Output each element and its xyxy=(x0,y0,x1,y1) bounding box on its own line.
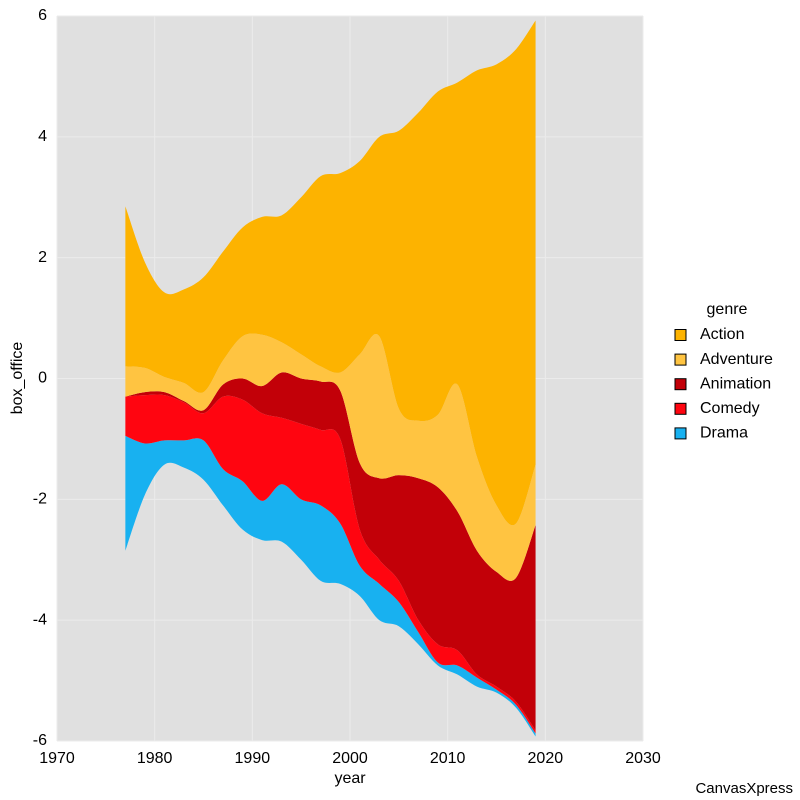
legend-swatch xyxy=(674,329,687,341)
x-tick-label: 2030 xyxy=(625,750,661,767)
legend-label: Animation xyxy=(700,375,771,392)
x-tick-label: 2000 xyxy=(332,750,368,767)
stream-area xyxy=(125,20,536,526)
y-axis-label: box_office xyxy=(9,342,26,415)
y-tick-label: -2 xyxy=(33,491,47,508)
stream-area xyxy=(125,435,536,737)
stream-area xyxy=(125,372,536,731)
x-tick-label: 1990 xyxy=(235,750,271,767)
x-tick-label: 1970 xyxy=(39,750,75,767)
y-tick-label: 2 xyxy=(38,249,47,266)
legend-title: genre xyxy=(707,301,748,318)
x-tick-label: 2010 xyxy=(430,750,466,767)
legend-swatch xyxy=(674,427,687,440)
legend-label: Adventure xyxy=(700,351,773,368)
stream-area xyxy=(125,394,536,734)
x-tick-label: 1980 xyxy=(137,750,173,767)
stream-area xyxy=(125,333,536,581)
y-tick-label: -6 xyxy=(33,732,47,749)
legend-swatch xyxy=(674,353,687,366)
y-tick-label: 0 xyxy=(38,370,47,387)
y-tick-label: 4 xyxy=(38,128,47,145)
legend-label: Comedy xyxy=(700,400,760,417)
plot-area xyxy=(56,15,644,742)
legend-swatch xyxy=(674,378,687,391)
x-tick-label: 2020 xyxy=(528,750,564,767)
y-tick-label: -4 xyxy=(33,611,47,628)
watermark: CanvasXpress xyxy=(695,780,793,797)
y-tick-label: 6 xyxy=(38,7,47,24)
legend-swatch xyxy=(674,402,687,415)
legend-label: Action xyxy=(700,326,744,343)
legend-label: Drama xyxy=(700,425,748,442)
x-axis-label: year xyxy=(334,770,366,787)
